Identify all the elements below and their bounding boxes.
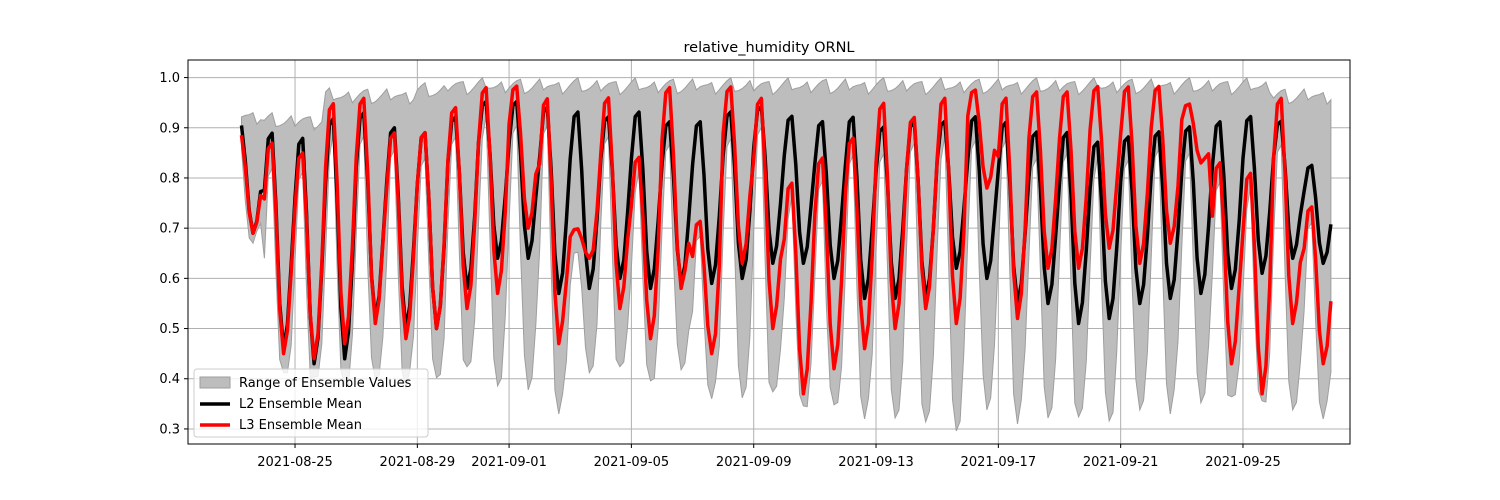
legend-label-l3: L3 Ensemble Mean — [239, 418, 362, 433]
legend-band-swatch — [199, 376, 231, 389]
l3-ensemble-mean-series — [239, 84, 1333, 396]
y-tick-label: 0.7 — [159, 222, 180, 237]
y-axis-ticks: 0.3 0.4 0.5 0.6 0.7 0.8 0.9 1.0 — [159, 71, 188, 437]
x-tick-label: 2021-09-01 — [471, 455, 547, 470]
y-tick-label: 0.6 — [159, 272, 180, 287]
chart-title: relative_humidity ORNL — [684, 40, 855, 56]
x-tick-label: 2021-09-17 — [961, 455, 1037, 470]
x-tick-label: 2021-09-13 — [838, 455, 914, 470]
legend: Range of Ensemble Values L2 Ensemble Mea… — [193, 368, 429, 438]
y-tick-label: 0.8 — [159, 171, 180, 186]
x-tick-label: 2021-09-21 — [1083, 455, 1159, 470]
legend-box — [193, 368, 429, 438]
x-tick-label: 2021-09-25 — [1205, 455, 1281, 470]
y-tick-label: 0.5 — [159, 322, 180, 337]
x-tick-label: 2021-08-29 — [380, 455, 456, 470]
y-tick-label: 0.4 — [159, 372, 180, 387]
legend-label-range: Range of Ensemble Values — [239, 376, 412, 391]
x-tick-label: 2021-09-05 — [594, 455, 670, 470]
x-tick-label: 2021-09-09 — [716, 455, 792, 470]
l3-ensemble-mean-line — [239, 84, 1333, 396]
y-tick-label: 0.3 — [159, 422, 180, 437]
x-axis-ticks: 2021-08-25 2021-08-29 2021-09-01 2021-09-05… — [257, 444, 1281, 470]
x-tick-label: 2021-08-25 — [257, 455, 333, 470]
legend-label-l2: L2 Ensemble Mean — [239, 397, 362, 412]
plot-frame — [187, 59, 1351, 445]
y-tick-label: 0.9 — [159, 121, 180, 136]
y-tick-label: 1.0 — [159, 71, 180, 86]
